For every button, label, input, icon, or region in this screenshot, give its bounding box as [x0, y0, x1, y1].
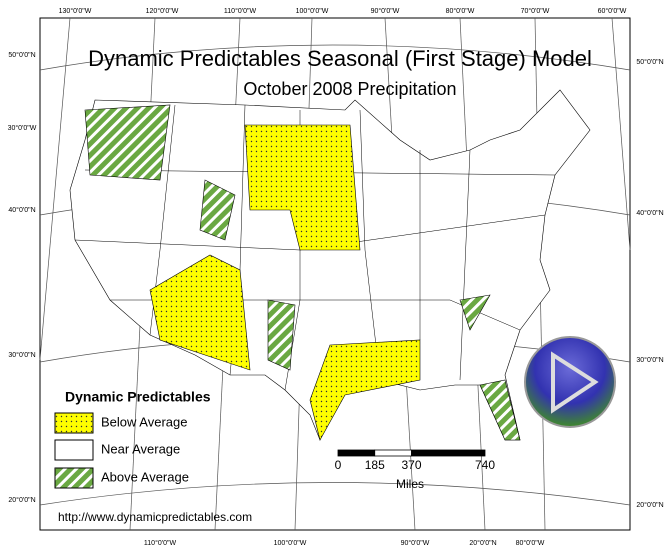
- graticule-label: 40°0'0"N: [8, 206, 35, 214]
- graticule-label: 20°0'0"N: [469, 539, 496, 547]
- graticule-label: 20°0'0"N: [8, 496, 35, 504]
- graticule-label: 130°0'0"W: [59, 7, 92, 15]
- above-average-region: [199, 179, 236, 241]
- legend-label: Near Average: [101, 441, 180, 456]
- legend-label: Above Average: [101, 469, 189, 484]
- legend-title: Dynamic Predictables: [65, 389, 211, 405]
- logo: [524, 336, 616, 428]
- source-url: http://www.dynamicpredictables.com: [58, 510, 252, 524]
- scale-label: 0: [335, 458, 342, 472]
- above-average-region: [84, 104, 171, 181]
- map-subtitle: October 2008 Precipitation: [243, 79, 456, 99]
- graticule-label: 110°0'0"W: [144, 539, 177, 547]
- graticule-label: 30°0'0"N: [8, 351, 35, 359]
- graticule-label: 30°0'0"W: [8, 124, 37, 132]
- above-average-region: [479, 379, 521, 441]
- graticule-label: 30°0'0"N: [636, 356, 663, 364]
- graticule-label: 70°0'0"W: [521, 7, 550, 15]
- graticule-label: 110°0'0"W: [224, 7, 257, 15]
- scale-unit: Miles: [396, 477, 424, 491]
- legend-swatch: [54, 467, 94, 489]
- below-average-region: [244, 124, 361, 251]
- graticule-label: 50°0'0"N: [8, 51, 35, 59]
- map-title: Dynamic Predictables Seasonal (First Sta…: [88, 46, 592, 71]
- graticule-label: 80°0'0"W: [516, 539, 545, 547]
- scale-label: 185: [365, 458, 385, 472]
- logo-circle: [524, 336, 616, 428]
- logo-triangle: [551, 351, 599, 414]
- above-average-region: [267, 299, 296, 371]
- graticule-label: 120°0'0"W: [146, 7, 179, 15]
- graticule-label: 90°0'0"W: [401, 539, 430, 547]
- legend: Dynamic Predictables Below Average Near …: [54, 389, 211, 489]
- above-average-region: [459, 294, 491, 331]
- legend-swatch: [54, 412, 94, 434]
- graticule-label: 40°0'0"N: [636, 209, 663, 217]
- graticule-label: 100°0'0"W: [274, 539, 307, 547]
- graticule-label: 90°0'0"W: [371, 7, 400, 15]
- graticule-label: 50°0'0"N: [636, 58, 663, 66]
- scale-segment: [337, 449, 376, 457]
- scale-bar: 0 185 370 740: [335, 449, 495, 472]
- graticule-label: 100°0'0"W: [296, 7, 329, 15]
- scale-segment: [374, 449, 412, 457]
- graticule-label: 60°0'0"W: [598, 7, 627, 15]
- below-average-region: [149, 254, 251, 371]
- graticule-label: 20°0'0"N: [636, 501, 663, 509]
- scale-label: 740: [475, 458, 495, 472]
- graticule-labels: 130°0'0"W 120°0'0"W 110°0'0"W 100°0'0"W 90°0…: [8, 7, 664, 547]
- legend-swatch: [54, 439, 94, 461]
- below-average-region: [309, 339, 421, 441]
- scale-label: 370: [401, 458, 421, 472]
- legend-label: Below Average: [101, 414, 188, 429]
- scale-segment: [411, 449, 486, 457]
- graticule-label: 80°0'0"W: [446, 7, 475, 15]
